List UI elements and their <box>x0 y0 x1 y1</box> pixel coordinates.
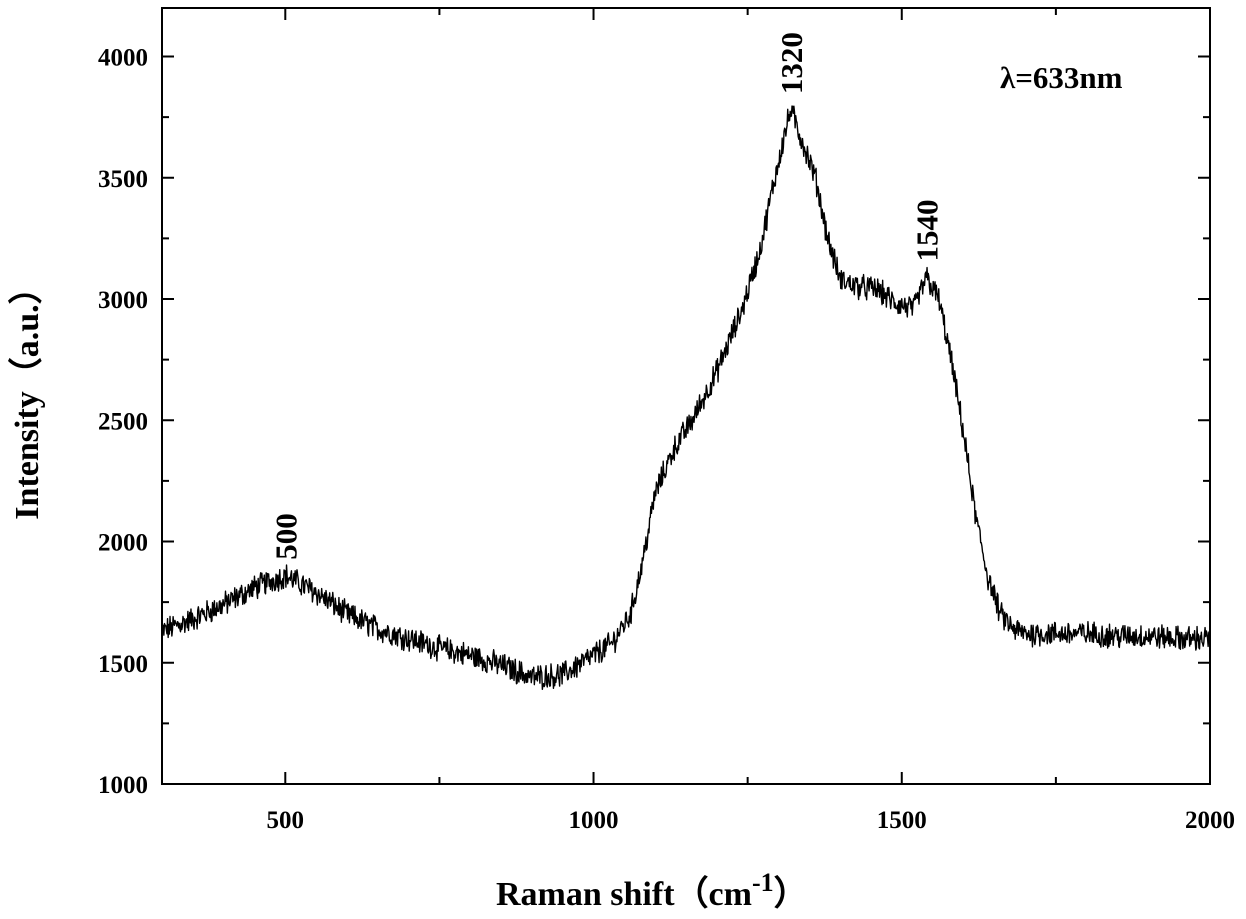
spectrum-series <box>161 105 1211 691</box>
x-tick-label: 500 <box>267 807 305 834</box>
y-axis-label: Intensity（a.u.） <box>7 270 46 519</box>
peak-label: 500 <box>268 513 303 560</box>
y-axis-ticks: 1000 1500 2000 2500 3000 3500 4000 <box>98 45 1210 799</box>
x-axis-label-superscript: -1 <box>752 868 774 897</box>
y-tick-label: 1000 <box>98 772 148 799</box>
x-tick-label: 1000 <box>569 807 619 834</box>
plot-frame <box>161 7 1211 785</box>
x-axis-ticks: 500 1000 1500 2000 <box>267 8 1235 834</box>
y-tick-label: 3000 <box>98 287 148 314</box>
y-tick-label: 1500 <box>98 651 148 678</box>
y-tick-label: 2000 <box>98 530 148 557</box>
y-tick-label: 3500 <box>98 166 148 193</box>
x-axis-label: Raman shift（cm-1） <box>496 868 808 913</box>
peak-labels: 500 1320 1540 <box>268 32 944 560</box>
y-tick-label: 2500 <box>98 408 148 435</box>
wavelength-annotation: λ=633nm <box>1000 60 1123 95</box>
y-tick-label: 4000 <box>98 45 148 72</box>
peak-label: 1320 <box>774 32 809 94</box>
x-tick-label: 1500 <box>877 807 927 834</box>
x-tick-label: 2000 <box>1185 807 1235 834</box>
peak-label: 1540 <box>909 199 944 261</box>
spectrum-line <box>161 105 1211 691</box>
